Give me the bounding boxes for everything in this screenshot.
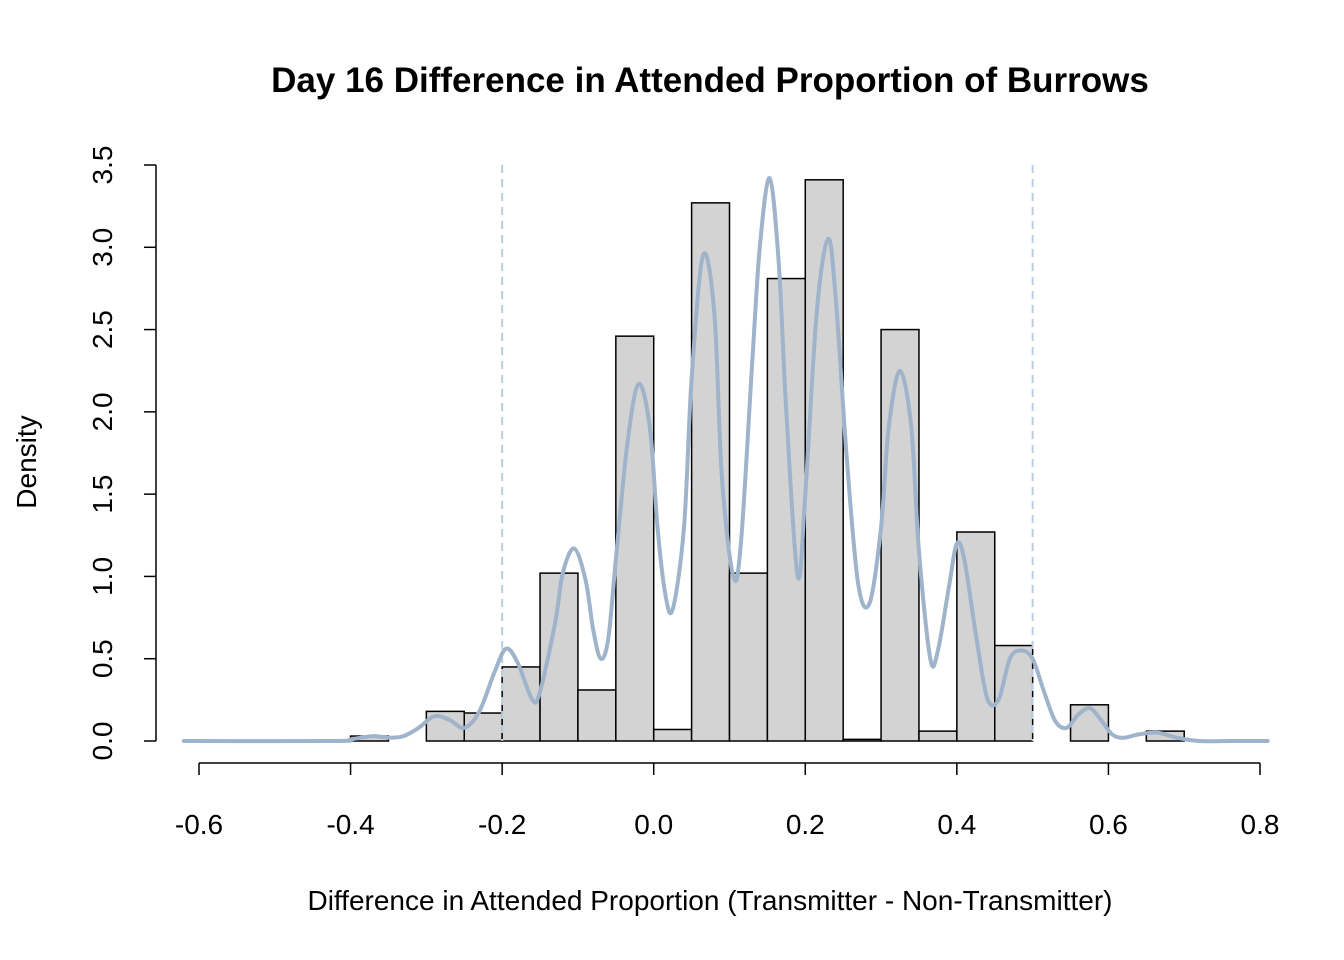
histogram-bar bbox=[728, 572, 769, 742]
histogram-bar bbox=[842, 738, 882, 742]
x-axis-label: Difference in Attended Proportion (Trans… bbox=[307, 885, 1112, 916]
y-tick-label: 0.5 bbox=[87, 639, 118, 678]
y-tick-label: 2.0 bbox=[87, 392, 118, 431]
histogram-bar bbox=[880, 328, 920, 742]
reference-lines bbox=[501, 165, 1034, 741]
y-tick-label: 3.0 bbox=[87, 228, 118, 267]
x-tick-label: 0.2 bbox=[786, 809, 825, 840]
y-axis: 0.0 0.5 1.0 1.5 2.0 2.5 3.0 3.5 bbox=[87, 146, 157, 761]
x-tick-label: 0.8 bbox=[1241, 809, 1280, 840]
x-tick-label: -0.2 bbox=[478, 809, 526, 840]
density-curve bbox=[181, 176, 1270, 744]
histogram-bar bbox=[918, 730, 958, 742]
histogram-bar bbox=[463, 712, 503, 742]
x-axis: -0.6 -0.4 -0.2 0.0 0.2 0.4 0.6 0.8 bbox=[175, 762, 1280, 840]
x-tick-label: 0.6 bbox=[1089, 809, 1128, 840]
histogram-bar bbox=[652, 728, 693, 742]
x-tick-label: 0.0 bbox=[634, 809, 673, 840]
histogram-bar bbox=[804, 179, 844, 742]
y-axis-label: Density bbox=[11, 415, 42, 508]
y-tick-label: 1.5 bbox=[87, 475, 118, 514]
y-tick-label: 2.5 bbox=[87, 310, 118, 349]
x-tick-label: -0.6 bbox=[175, 809, 223, 840]
y-tick-label: 3.5 bbox=[87, 146, 118, 185]
histogram-bar bbox=[577, 689, 617, 742]
histogram-bars bbox=[349, 179, 1185, 742]
histogram-bar bbox=[766, 277, 807, 742]
x-tick-label: 0.4 bbox=[937, 809, 976, 840]
chart-title: Day 16 Difference in Attended Proportion… bbox=[271, 61, 1149, 100]
y-tick-label: 0.0 bbox=[87, 722, 118, 761]
y-tick-label: 1.0 bbox=[87, 557, 118, 596]
x-tick-label: -0.4 bbox=[326, 809, 374, 840]
